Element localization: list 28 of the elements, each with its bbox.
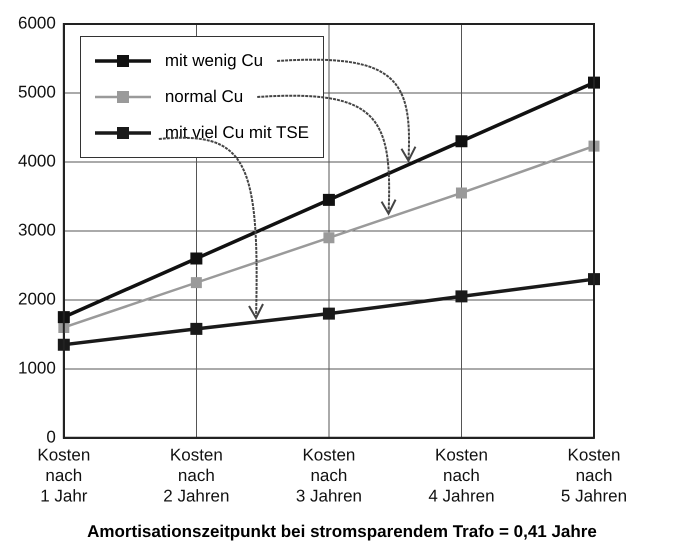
point [190,252,202,264]
point [455,290,468,302]
y-tick-label: 4000 [18,152,56,171]
legend-label: mit wenig Cu [164,51,264,71]
x-tick-label: Kosten nach 4 Jahren [428,446,495,506]
point [588,273,600,286]
x-tick-label: Kosten nach 1 Jahr [37,446,90,506]
x-tick-label: Kosten nach 5 Jahren [560,446,628,506]
point [58,338,70,351]
point [58,311,70,324]
point [322,194,335,206]
x-tick-label: Kosten nach 3 Jahren [296,446,362,506]
y-tick-label: 6000 [18,14,56,33]
y-tick-label: 5000 [18,82,56,102]
text: Amortisationszeitpunkt bei stromsparendem Trafo = 0,41 Jahre [86,522,598,542]
point [455,135,468,148]
legend-label: normal Cu [164,87,244,107]
x-tick-label: Kosten nach 2 Jahren [163,446,230,506]
y-tick-label: 2000 [18,290,56,309]
y-tick-label: 0 [46,427,56,446]
point [190,277,202,288]
point [456,187,467,198]
point [323,232,334,244]
y-tick-label: 3000 [18,220,56,240]
point [322,308,335,320]
y-tick-label: 1000 [18,358,56,378]
point [588,76,600,89]
point [190,322,202,335]
